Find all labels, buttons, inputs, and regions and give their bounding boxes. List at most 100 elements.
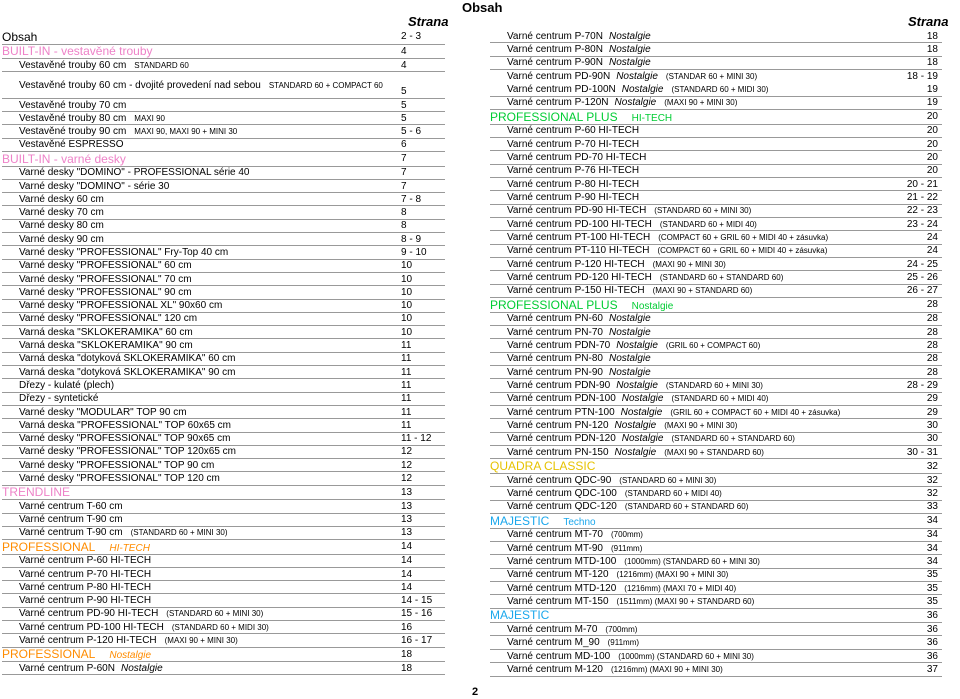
entry-text: Varné desky 60 cm: [19, 193, 104, 205]
entry-text: Varné centrum PT-100 HI-TECH: [507, 232, 651, 244]
toc-entry-label: Varné centrum PDN-90 Nostalgie (STANDARD 6…: [490, 380, 888, 391]
entry-text: Varné centrum M-120: [507, 663, 603, 675]
toc-entry: Varné desky 70 cm 8: [2, 206, 445, 220]
entry-text: Varná deska "SKLOKERAMIKA" 60 cm: [19, 326, 193, 338]
entry-text: Varné centrum MTD-120: [507, 582, 617, 594]
toc-entry: Varné desky "DOMINO" - PROFESSIONAL séri…: [2, 167, 445, 180]
toc-entry-label: Varné centrum PN-80 Nostalgie: [490, 353, 888, 364]
toc-page-number: 5: [401, 85, 407, 97]
toc-entry: Varné desky "PROFESSIONAL" 90 cm 10: [2, 286, 445, 300]
toc-entry: Varné centrum MT-150 (1511mm) (MAXI 90 + …: [490, 595, 942, 609]
entry-spec: (1216mm) (MAXI 90 + MINI 30): [616, 570, 729, 580]
entry-spec: (STANDARD 60 + MIDI 40): [624, 488, 722, 498]
toc-section-heading: PROFESSIONAL PLUS HI-TECH 20: [490, 110, 942, 125]
toc-entry-label: Varné centrum P-80 HI-TECH: [490, 179, 888, 190]
entry-text: Varné centrum PN-90: [507, 366, 603, 378]
entry-variant: Nostalgie: [621, 393, 664, 405]
entry-spec: (STANDARD 60 + MINI 30): [654, 206, 752, 216]
toc-entry: Varné desky "DOMINO" - série 30 7: [2, 180, 445, 194]
toc-entry-label: Varná deska "dotyková SKLOKERAMIKA" 90 c…: [2, 367, 401, 378]
toc-page-number: 7 - 8: [401, 193, 422, 205]
toc-page-number: 22 - 23: [906, 205, 938, 217]
section-title: MAJESTIC: [490, 513, 550, 528]
entry-spec: (STANDAR 60 + MINI 30): [665, 72, 758, 82]
entry-variant: Nostalgie: [614, 446, 657, 458]
toc-page-number: 14 - 15: [401, 595, 433, 607]
toc-entry-label: Varné centrum P-70 HI-TECH: [2, 569, 401, 580]
toc-entry: Varné centrum P-60 HI-TECH 14: [2, 555, 445, 568]
section-title: QUADRA CLASSIC: [490, 459, 596, 474]
toc-entry: Vestavěné trouby 60 cm STANDARD 60 4: [2, 59, 445, 73]
toc-page-number: 19: [926, 84, 938, 96]
entry-variant: Nostalgie: [608, 313, 651, 325]
toc-section-heading: MAJESTIC 36: [490, 608, 942, 624]
section-title: PROFESSIONAL PLUS: [490, 109, 618, 124]
toc-page-number: 34: [926, 529, 938, 541]
toc-page-number: 14: [401, 541, 413, 553]
toc-entry-label: Varné centrum MTD-100 (1000mm) (STANDARD …: [490, 556, 888, 567]
toc-entry: Varné desky "PROFESSIONAL" 60 cm 10: [2, 260, 445, 273]
toc-entry-label: Varné centrum PD-100 HI-TECH (STANDARD 60…: [490, 219, 888, 230]
section-title: TRENDLINE: [2, 485, 71, 500]
entry-text: Varné centrum P-60N: [19, 662, 115, 674]
entry-variant: Nostalgie: [620, 406, 663, 418]
toc-entry-label: Varné desky "PROFESSIONAL" 120 cm: [2, 313, 401, 324]
toc-entry-label: Obsah: [2, 30, 401, 44]
entry-spec: (GRIL 60 + COMPACT 60 + MIDI 40 + zásuvk…: [670, 407, 841, 417]
entry-text: Varné centrum P-70N: [507, 30, 603, 42]
toc-entry-label: Varné centrum P-60N Nostalgie: [2, 663, 401, 674]
entry-text: Varné centrum P-120 HI-TECH: [507, 258, 645, 270]
entry-spec: (1000mm) (STANDARD 60 + MINI 30): [618, 651, 754, 661]
toc-entry-label: Varné centrum PT-100 HI-TECH (COMPACT 60 …: [490, 232, 888, 243]
entry-text: Varné centrum PN-80: [507, 353, 603, 365]
toc-page-number: 7: [401, 167, 407, 179]
toc-entry-label: Varné centrum P-70 HI-TECH: [490, 139, 888, 150]
toc-page-number: 36: [926, 623, 938, 635]
toc-page-number: 18: [926, 44, 938, 56]
toc-entry-label: Varné centrum QDC-90 (STANDARD 60 + MINI …: [490, 475, 888, 486]
toc-entry-label: Varné desky "DOMINO" - série 30: [2, 181, 401, 192]
entry-spec: (STANDARD 60 + MINI 30): [166, 609, 264, 619]
toc-entry-label: Varné desky 60 cm: [2, 194, 401, 205]
toc-entry: Varné centrum PN-150 Nostalgie (MAXI 90 + …: [490, 446, 942, 460]
entry-text: Varné centrum MTD-100: [507, 555, 617, 567]
entry-spec: (STANDARD 60 + MIDI 30): [671, 85, 769, 95]
entry-text: Varné centrum P-76 HI-TECH: [507, 165, 640, 177]
toc-page-number: 10: [401, 273, 413, 285]
entry-text: Varné centrum PN-120: [507, 420, 609, 432]
toc-page-number: 28: [926, 339, 938, 351]
entry-text: Varné centrum T-60 cm: [19, 500, 123, 512]
toc-page-number: 12: [401, 473, 413, 485]
entry-text: Varné centrum PD-90N: [507, 71, 611, 83]
toc-entry-label: PROFESSIONAL HI-TECH: [2, 540, 401, 554]
toc-entry-label: Varné centrum P-90N Nostalgie: [490, 57, 888, 68]
entry-text: Varné centrum PDN-70: [507, 339, 611, 351]
toc-page-number: 12: [401, 459, 413, 471]
entry-text: Varné centrum P-60 HI-TECH: [507, 125, 640, 137]
toc-entry-label: Varné centrum T-90 cm: [2, 514, 401, 525]
entry-text: Varné centrum P-80 HI-TECH: [507, 178, 640, 190]
toc-page-number: 36: [926, 609, 938, 621]
toc-page-number: 10: [401, 326, 413, 338]
toc-entry: Varné centrum MD-100 (1000mm) (STANDARD 6…: [490, 650, 942, 664]
entry-text: Varné centrum QDC-100: [507, 487, 617, 499]
toc-entry-label: Varné centrum MT-90 (911mm): [490, 543, 888, 554]
section-title: BUILT-IN - vestavěné trouby: [2, 44, 153, 59]
entry-text: Varné desky "PROFESSIONAL" TOP 120x65 cm: [19, 446, 237, 458]
toc-entry-label: Vestavěné trouby 60 cm - dvojité provede…: [2, 80, 401, 91]
toc-section-heading: PROFESSIONAL Nostalgie 18: [2, 647, 445, 663]
page-title: Obsah: [462, 0, 503, 15]
toc-entry-label: Varné centrum T-60 cm: [2, 501, 401, 512]
toc-entry-label: Varné desky "PROFESSIONAL" 60 cm: [2, 260, 401, 271]
toc-entry: Varné centrum PDN-120 Nostalgie (STANDARD …: [490, 433, 942, 447]
section-title: Obsah: [2, 29, 38, 44]
toc-page-number: 5: [401, 99, 407, 111]
toc-page-number: 11: [401, 353, 412, 365]
entry-variant: Nostalgie: [614, 97, 657, 109]
toc-entry: Varné centrum P-120 HI-TECH (MAXI 90 + MI…: [2, 634, 445, 648]
entry-text: Varné desky "DOMINO" - série 30: [19, 180, 170, 192]
toc-entry: Vestavěné trouby 60 cm - dvojité provede…: [2, 72, 445, 99]
entry-text: Varné centrum T-90 cm: [19, 514, 123, 526]
entry-spec: STANDARD 60 + COMPACT 60: [268, 80, 383, 90]
entry-text: Varné centrum PN-70: [507, 326, 603, 338]
